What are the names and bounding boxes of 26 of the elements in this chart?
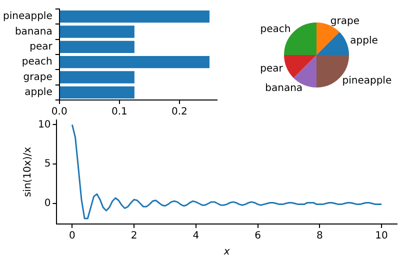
x-tick-label: 2 [130,230,138,242]
y-tick-label: 5 [44,158,51,170]
x-tick-label: 6 [254,230,261,242]
slice-label: pineapple [342,75,392,86]
y-axis-title: sin(10x)/x [22,146,34,198]
slice-label: pear [260,64,284,75]
x-tick-label: 8 [316,230,323,242]
y-tick-label: 0 [44,198,51,210]
x-tick-label: 0 [69,230,76,242]
y-tick-label: pear [30,42,54,53]
y-tick-label: grape [23,72,52,83]
x-tick-label: 10 [375,230,388,242]
x-tick-label: 0.1 [111,106,128,118]
slice-label: banana [265,83,303,94]
y-tick-label: banana [14,26,52,38]
y-tick-label: pineapple [2,11,52,22]
y-tick-label: peach [22,56,52,68]
x-tick-label: 0.0 [51,106,68,118]
x-tick-label: 0.2 [172,106,188,118]
slice-label: apple [350,36,378,47]
y-tick-label: 10 [38,119,51,130]
slice-label: peach [260,24,291,35]
slice-label: grape [330,16,360,27]
x-tick-label: 4 [192,230,200,242]
y-tick-label: apple [24,87,52,98]
x-axis-title: x [222,246,230,258]
